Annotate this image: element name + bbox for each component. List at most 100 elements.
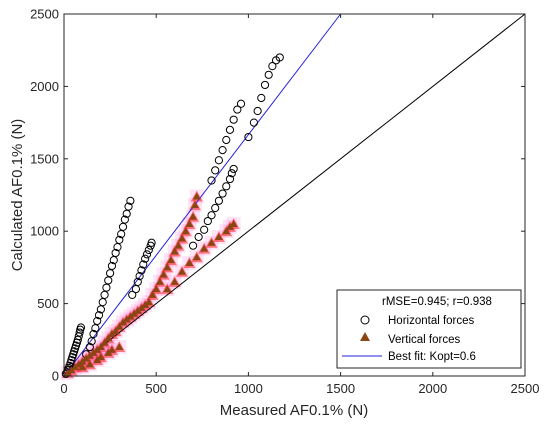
- horizontal-force-point: [107, 261, 117, 271]
- vertical-force-point: [63, 369, 72, 377]
- vertical-force-point: [174, 241, 183, 249]
- horizontal-force-point: [236, 99, 246, 108]
- vertical-force-point: [85, 360, 94, 368]
- x-tick-label: 0: [60, 381, 67, 396]
- vertical-force-point: [166, 256, 175, 264]
- horizontal-force-point: [94, 311, 104, 320]
- legend-marker-horizontal: [360, 315, 370, 325]
- vertical-force-point: [190, 201, 199, 209]
- y-tick-label: 2000: [30, 79, 59, 94]
- vertical-force-point: [159, 270, 168, 278]
- x-tick-label: 1500: [326, 381, 355, 396]
- vertical-force-point: [111, 327, 120, 335]
- horizontal-force-point: [260, 80, 270, 90]
- horizontal-force-point: [207, 211, 216, 220]
- horizontal-force-point: [225, 125, 235, 134]
- y-axis-title: Calculated AF0.1% (N): [9, 119, 26, 272]
- horizontal-force-point: [211, 203, 220, 213]
- horizontal-force-point: [203, 216, 212, 226]
- vertical-force-point: [78, 357, 87, 365]
- horizontal-force-point: [75, 328, 84, 337]
- vertical-force-point: [119, 318, 128, 326]
- vertical-force-point: [181, 227, 190, 235]
- vertical-force-point: [225, 222, 234, 230]
- legend-header: rMSE=0.945; r=0.938: [382, 296, 492, 308]
- horizontal-force-point: [214, 196, 223, 205]
- vertical-force-point: [178, 267, 187, 275]
- horizontal-force-point: [268, 62, 277, 71]
- vertical-force-point: [89, 348, 98, 356]
- vertical-force-point: [93, 345, 102, 353]
- horizontal-force-point: [229, 115, 238, 124]
- legend-marker-vertical: [360, 332, 370, 341]
- horizontal-force-point: [85, 342, 94, 352]
- vertical-force-point: [93, 356, 102, 364]
- vertical-force-point: [71, 363, 80, 371]
- horizontal-force-point: [124, 202, 133, 211]
- horizontal-force-point: [93, 316, 102, 326]
- best-fit-line: [63, 13, 341, 377]
- horizontal-force-point: [257, 93, 266, 103]
- vertical-force-point: [115, 322, 124, 330]
- axis-ticks: 0 500 1000 1500 2000 2500 0 500 1000 1500 2000 2500: [30, 7, 539, 397]
- y-tick-label: 1500: [30, 151, 59, 166]
- horizontal-force-point: [111, 248, 120, 258]
- x-tick-label: 500: [145, 381, 167, 396]
- horizontal-force-point: [144, 245, 153, 255]
- horizontal-force-point: [128, 290, 137, 300]
- vertical-force-point: [200, 244, 209, 252]
- data-points: [61, 53, 284, 378]
- vertical-force-point: [100, 338, 109, 346]
- vertical-force-point: [133, 306, 142, 314]
- horizontal-force-point: [214, 156, 223, 165]
- y-tick-label: 1000: [30, 224, 59, 239]
- reference-lines: [63, 13, 526, 377]
- vertical-force-point: [107, 345, 116, 353]
- horizontal-force-point: [137, 266, 146, 275]
- y-tick-label: 2500: [30, 7, 59, 22]
- horizontal-force-point: [225, 174, 235, 184]
- legend-label-bestfit: Best fit: Kopt=0.6: [388, 351, 476, 363]
- vertical-force-point: [192, 192, 201, 200]
- y-tick-label: 0: [52, 369, 59, 384]
- y-tick-label: 500: [37, 296, 59, 311]
- horizontal-force-point: [244, 132, 253, 142]
- vertical-force-point: [152, 285, 161, 293]
- legend: rMSE=0.945; r=0.938 Horizontal forces Ve…: [336, 289, 522, 369]
- vertical-force-point: [104, 348, 113, 356]
- horizontal-force-point: [218, 146, 227, 155]
- vertical-force-point: [115, 343, 124, 351]
- vertical-force-point: [163, 263, 172, 271]
- horizontal-force-point: [142, 250, 152, 259]
- horizontal-force-point: [222, 182, 231, 191]
- x-axis-title: Measured AF0.1% (N): [220, 402, 368, 419]
- horizontal-force-point: [115, 235, 124, 244]
- legend-box: [336, 289, 522, 369]
- vertical-force-point: [148, 290, 157, 298]
- horizontal-force-point: [89, 329, 98, 339]
- horizontal-force-point: [218, 189, 227, 198]
- vertical-force-point: [141, 301, 150, 309]
- horizontal-force-point: [200, 225, 209, 234]
- horizontal-force-point: [133, 277, 142, 286]
- vertical-force-point: [214, 232, 223, 240]
- vertical-force-point: [107, 330, 116, 338]
- vertical-force-point: [185, 219, 194, 227]
- horizontal-force-point: [229, 164, 238, 174]
- horizontal-force-point: [275, 53, 284, 62]
- plot-frame: [63, 13, 526, 377]
- vertical-force-point: [104, 334, 113, 342]
- horizontal-force-point: [76, 323, 86, 332]
- vertical-force-point: [67, 366, 76, 374]
- x-tick-label: 1000: [234, 381, 263, 396]
- vertical-force-point: [130, 309, 139, 317]
- vertical-force-point: [155, 277, 164, 285]
- horizontal-force-point: [227, 169, 236, 178]
- vertical-force-point: [137, 303, 146, 311]
- horizontal-force-point: [264, 70, 273, 79]
- horizontal-force-point: [249, 118, 259, 127]
- vertical-force-point: [229, 219, 238, 227]
- horizontal-force-point: [194, 232, 203, 242]
- vertical-force-point: [170, 247, 179, 255]
